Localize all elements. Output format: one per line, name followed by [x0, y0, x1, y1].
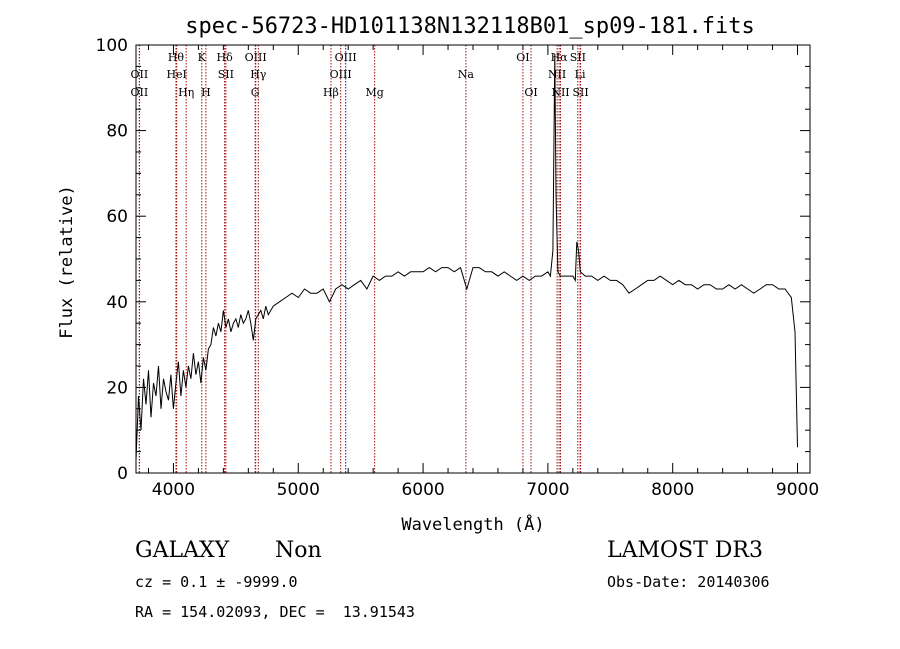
y-axis-label: Flux (relative) — [57, 185, 77, 339]
x-tick-label: 4000 — [152, 480, 195, 500]
spectral-line-label: OI — [524, 86, 537, 99]
spectral-line-label: HeI — [166, 68, 186, 81]
spectral-line-label: K — [198, 51, 207, 64]
spectral-line-label: Hθ — [168, 51, 185, 64]
x-tick-label: 7000 — [526, 480, 569, 500]
spectral-line-label: OIII — [330, 68, 352, 81]
spectral-line-label: NII — [548, 68, 566, 81]
x-tick-label: 8000 — [651, 480, 694, 500]
y-tick-label: 40 — [106, 293, 128, 313]
spectral-line-label: Hη — [178, 86, 194, 99]
spectral-line-label: SII — [572, 86, 588, 99]
axis-ticks: 4000 5000 6000 7000 8000 9000 0 20 40 60 80 100 — [96, 36, 820, 500]
spectral-line-label: G — [251, 86, 260, 99]
x-axis-label: Wavelength (Å) — [401, 513, 544, 535]
spectral-line-label: SII — [570, 51, 586, 64]
y-tick-label: 60 — [106, 207, 128, 227]
spectrum-series-line — [135, 53, 798, 461]
x-tick-label: 6000 — [401, 480, 444, 500]
survey-name: LAMOST DR3 — [607, 538, 763, 563]
y-tick-label: 100 — [96, 36, 128, 56]
coordinates-text: RA = 154.02093, DEC = 13.91543 — [135, 603, 415, 621]
y-tick-label: 0 — [117, 464, 128, 484]
object-class: GALAXY — [135, 538, 230, 563]
spectral-line-label: OIII — [335, 51, 357, 64]
spectral-line-label: Hα — [551, 51, 569, 64]
chart-title: spec-56723-HD101138N132118B01_sp09-181.f… — [185, 14, 755, 39]
y-tick-label: 80 — [106, 122, 128, 142]
spectral-line-label: OII — [131, 86, 149, 99]
obs-date: Obs-Date: 20140306 — [607, 573, 770, 591]
spectral-line-label: OII — [131, 68, 149, 81]
spectral-line-markers: OIIOIIHθHeIHηKHHδSIIOIIIHγGHβOIIIOIIIMgN… — [131, 45, 589, 473]
spectral-line-label: SII — [218, 68, 234, 81]
object-subclass: Non — [275, 538, 322, 563]
x-tick-label: 5000 — [277, 480, 320, 500]
spectral-line-label: Mg — [365, 86, 383, 99]
spectral-line-label: Hδ — [217, 51, 234, 64]
spectral-line-label: H — [201, 86, 211, 99]
spectral-line-label: Hγ — [250, 68, 267, 81]
spectral-line-label: Na — [458, 68, 475, 81]
y-tick-label: 20 — [106, 378, 128, 398]
plot-frame — [135, 44, 811, 474]
redshift-text: cz = 0.1 ± -9999.0 — [135, 573, 298, 591]
spectral-line-label: Li — [575, 68, 586, 81]
x-tick-label: 9000 — [776, 480, 819, 500]
spectral-line-label: NII — [551, 86, 569, 99]
spectral-line-label: Hβ — [323, 86, 339, 99]
spectral-line-label: OI — [516, 51, 529, 64]
